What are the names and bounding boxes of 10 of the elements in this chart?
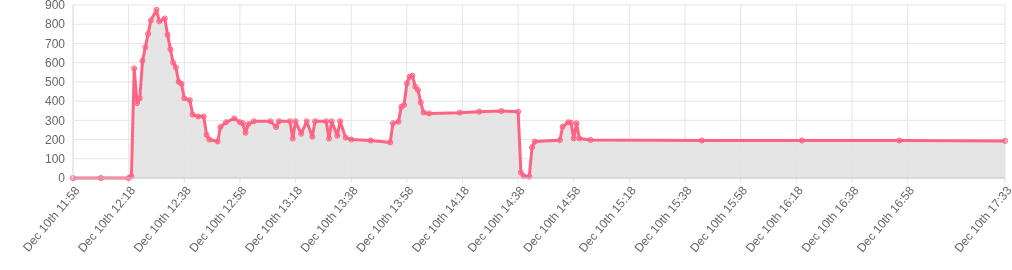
y-tick-label: 800 [44, 17, 66, 32]
y-tick-label: 700 [44, 36, 66, 51]
y-tick-label: 500 [44, 75, 66, 90]
y-tick-label: 600 [44, 55, 66, 70]
y-tick-label: 300 [44, 113, 66, 128]
y-tick-label: 200 [44, 132, 66, 147]
y-tick-label: 400 [44, 94, 66, 109]
y-tick-label: 0 [58, 171, 66, 186]
y-tick-label: 100 [44, 151, 66, 166]
y-tick-label: 900 [44, 0, 66, 13]
